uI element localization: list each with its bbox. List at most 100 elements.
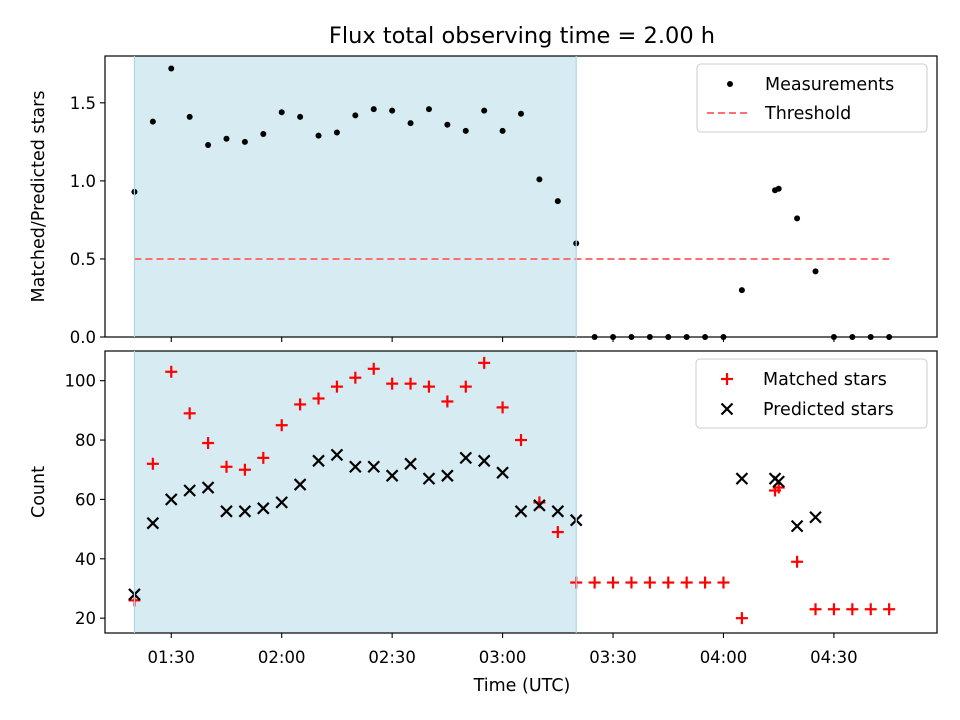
measurement-point [738, 287, 745, 294]
predicted-star-point [514, 505, 528, 518]
legend-matched-marker [721, 373, 733, 385]
measurement-point [149, 118, 156, 125]
count-legend-box [695, 358, 928, 429]
predicted-star-point [330, 448, 344, 462]
matched-star-point [220, 460, 233, 473]
x-tick-label: 04:30 [810, 648, 858, 667]
ratio-legend-box [696, 63, 928, 133]
matched-star-point [625, 576, 638, 589]
predicted-star-point [349, 460, 362, 474]
ratio-y-axis-label: Matched/Predicted stars [29, 91, 49, 303]
observing-window-shade [134, 351, 577, 633]
predicted-star-point [201, 481, 215, 494]
matched-star-point [717, 576, 730, 589]
matched-star-point [459, 380, 472, 393]
legend-predicted-label: Predicted stars [763, 400, 894, 420]
matched-star-point [349, 371, 362, 384]
measurement-point [554, 198, 561, 205]
measurement-point [205, 141, 212, 148]
predicted-star-point [533, 499, 546, 512]
measurement-point [425, 106, 432, 113]
y-tick-label: 1.5 [70, 94, 96, 113]
measurement-point [333, 129, 340, 136]
measurement-point [389, 107, 396, 114]
measurement-point [241, 138, 248, 145]
x-tick-label: 04:00 [700, 648, 748, 667]
predicted-star-point [459, 451, 473, 465]
predicted-star-point [551, 505, 565, 518]
matched-star-point [515, 434, 527, 447]
legend-cross-glyph [720, 402, 734, 416]
predicted-star-point [496, 466, 509, 479]
matched-star-point [827, 603, 840, 616]
predicted-star-point [367, 460, 381, 474]
measurement-point [260, 131, 267, 138]
predicted-star-point [312, 454, 325, 468]
predicted-star-point [735, 472, 749, 485]
legend-measurements-label: Measurements [765, 75, 894, 95]
measurement-point [536, 176, 543, 183]
measurement-point [223, 135, 230, 142]
measurement-point [462, 127, 469, 134]
y-tick-label: 20 [75, 609, 96, 628]
matched-star-point [883, 603, 896, 616]
predicted-star-point [293, 478, 307, 491]
matched-star-point [607, 576, 620, 589]
y-tick-label: 40 [75, 550, 96, 569]
matched-star-point [367, 362, 380, 375]
y-tick-label: 60 [75, 490, 96, 509]
matched-star-point [441, 395, 454, 408]
observing-window-shade [134, 56, 577, 337]
measurement-point [168, 65, 175, 72]
matched-star-point [312, 392, 325, 405]
matched-star-point [404, 377, 417, 390]
legend-predicted-marker [720, 402, 734, 416]
measurement-point [315, 132, 322, 139]
measurement-point [481, 107, 488, 114]
ratio-panel: 0.0 0.5 1.0 1.5 Matched/Predicted stars Mea… [29, 55, 938, 347]
x-tick-label: 01:30 [147, 648, 195, 667]
legend-measurements-marker [727, 81, 733, 87]
matched-star-point [165, 365, 178, 378]
ratio-marks [131, 65, 893, 340]
matched-star-point [662, 576, 675, 589]
measurement-point [297, 113, 304, 120]
matched-star-point [699, 576, 712, 589]
x-tick-label: 02:30 [368, 648, 416, 667]
y-tick-label: 0.0 [70, 328, 96, 347]
count-marks [128, 356, 896, 625]
measurement-point [775, 185, 782, 192]
measurement-point [370, 106, 377, 113]
matched-star-point [422, 380, 435, 393]
x-tick-label: 02:00 [258, 648, 306, 667]
predicted-star-point [146, 516, 160, 530]
x-tick-label: 03:00 [479, 648, 527, 667]
matched-star-point [864, 603, 877, 616]
y-tick-label: 0.5 [70, 250, 96, 269]
measurement-point [407, 120, 414, 127]
x-tick-label: 03:30 [589, 648, 637, 667]
chart-title: Flux total observing time = 2.00 h [329, 23, 715, 49]
predicted-star-point [404, 457, 417, 471]
measurement-point [186, 113, 193, 120]
matched-star-point [294, 398, 307, 411]
measurement-point [444, 121, 451, 128]
predicted-star-point [441, 469, 454, 482]
matched-star-point [275, 419, 288, 432]
measurement-point [499, 127, 506, 134]
predicted-star-point [385, 469, 399, 482]
x-axis-tick-labels: 01:30 02:00 02:30 03:00 03:30 04:00 04:30 [147, 648, 857, 667]
predicted-star-point [790, 519, 804, 533]
matched-star-point [238, 463, 251, 476]
matched-star-point [551, 526, 564, 539]
matched-star-point [735, 612, 748, 625]
predicted-star-point [809, 510, 822, 524]
legend-matched-label: Matched stars [763, 370, 887, 390]
count-axes-frame [104, 350, 938, 634]
measurement-point [794, 215, 801, 222]
matched-star-point [588, 576, 601, 589]
matched-star-point [146, 457, 159, 470]
y-tick-label: 100 [65, 372, 97, 391]
matched-star-point [680, 576, 693, 589]
